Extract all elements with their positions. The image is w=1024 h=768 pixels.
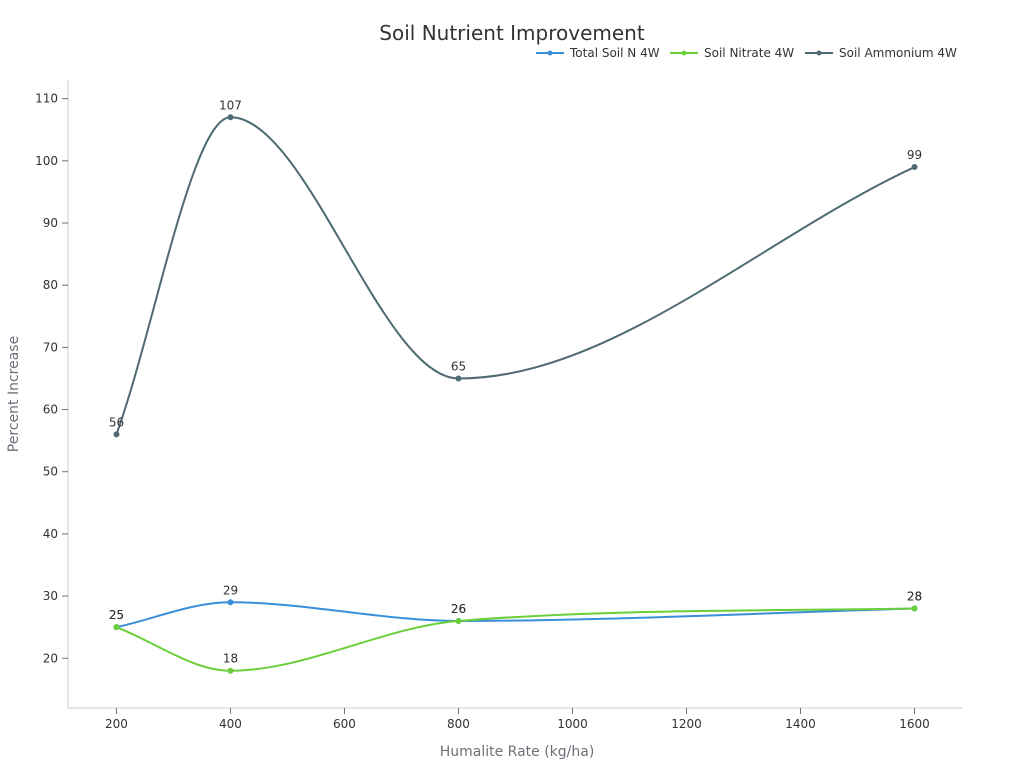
legend-item-total-soil-n-4w[interactable]: Total Soil N 4W (536, 46, 660, 60)
data-label-soil-nitrate-4w: 25 (109, 608, 124, 622)
data-point-total-soil-n-4w[interactable] (227, 599, 234, 606)
data-label-soil-nitrate-4w: 18 (223, 652, 238, 666)
x-tick-label: 1000 (557, 717, 588, 731)
data-point-soil-ammonium-4w[interactable] (911, 164, 918, 171)
y-tick-label: 100 (35, 154, 58, 168)
series-line-soil-nitrate-4w (116, 607, 915, 672)
legend-label: Soil Ammonium 4W (839, 46, 957, 60)
x-tick-label: 800 (447, 717, 470, 731)
y-tick-label: 40 (43, 527, 58, 541)
x-tick-label: 400 (219, 717, 242, 731)
y-tick-label: 70 (43, 340, 58, 354)
y-tick-label: 30 (43, 589, 58, 603)
x-tick-label: 1200 (671, 717, 702, 731)
data-point-soil-nitrate-4w[interactable] (911, 605, 918, 612)
chart-title: Soil Nutrient Improvement (379, 21, 645, 45)
x-tick-label: 200 (105, 717, 128, 731)
y-tick-label: 60 (43, 403, 58, 417)
series-layer (113, 114, 918, 674)
series-line-soil-ammonium-4w (115, 116, 915, 435)
data-point-soil-nitrate-4w[interactable] (455, 617, 462, 624)
y-tick-label: 20 (43, 651, 58, 665)
data-label-total-soil-n-4w: 29 (223, 583, 238, 597)
y-axis-ticks: 20 30 40 50 60 70 80 90 100 110 (35, 92, 68, 665)
legend-swatch-dot (816, 50, 822, 56)
data-point-soil-ammonium-4w[interactable] (113, 431, 120, 438)
legend-item-soil-ammonium-4w[interactable]: Soil Ammonium 4W (805, 46, 957, 60)
legend-swatch-dot (681, 50, 687, 56)
data-label-total-soil-n-4w: 26 (451, 602, 466, 616)
data-label-soil-ammonium-4w: 107 (219, 98, 242, 112)
data-label-soil-nitrate-4w: 28 (907, 590, 922, 604)
data-point-soil-ammonium-4w[interactable] (227, 114, 234, 121)
legend: Total Soil N 4W Soil Nitrate 4W Soil Ammon… (536, 46, 957, 60)
legend-label: Soil Nitrate 4W (704, 46, 794, 60)
y-tick-label: 50 (43, 465, 58, 479)
x-axis-ticks: 200 400 600 800 1000 1200 1400 1600 (105, 708, 930, 731)
series-line-total-soil-n-4w (116, 601, 915, 629)
data-label-soil-ammonium-4w: 65 (451, 359, 466, 373)
data-label-total-soil-n-4w: 28 (907, 590, 922, 604)
y-tick-label: 80 (43, 278, 58, 292)
data-label-soil-ammonium-4w: 99 (907, 148, 922, 162)
x-tick-label: 1600 (899, 717, 930, 731)
x-tick-label: 1400 (785, 717, 816, 731)
legend-item-soil-nitrate-4w[interactable]: Soil Nitrate 4W (670, 46, 794, 60)
legend-label: Total Soil N 4W (569, 46, 660, 60)
data-label-soil-nitrate-4w: 26 (451, 602, 466, 616)
legend-swatch-dot (547, 50, 553, 56)
x-tick-label: 600 (333, 717, 356, 731)
y-tick-label: 110 (35, 92, 58, 106)
data-point-soil-nitrate-4w[interactable] (227, 667, 234, 674)
y-tick-label: 90 (43, 216, 58, 230)
y-axis-title: Percent Increase (6, 336, 22, 452)
data-label-total-soil-n-4w: 25 (109, 608, 124, 622)
x-axis-title: Humalite Rate (kg/ha) (440, 744, 595, 760)
data-point-soil-nitrate-4w[interactable] (113, 624, 120, 631)
data-label-soil-ammonium-4w: 56 (109, 415, 124, 429)
data-point-soil-ammonium-4w[interactable] (455, 375, 462, 382)
